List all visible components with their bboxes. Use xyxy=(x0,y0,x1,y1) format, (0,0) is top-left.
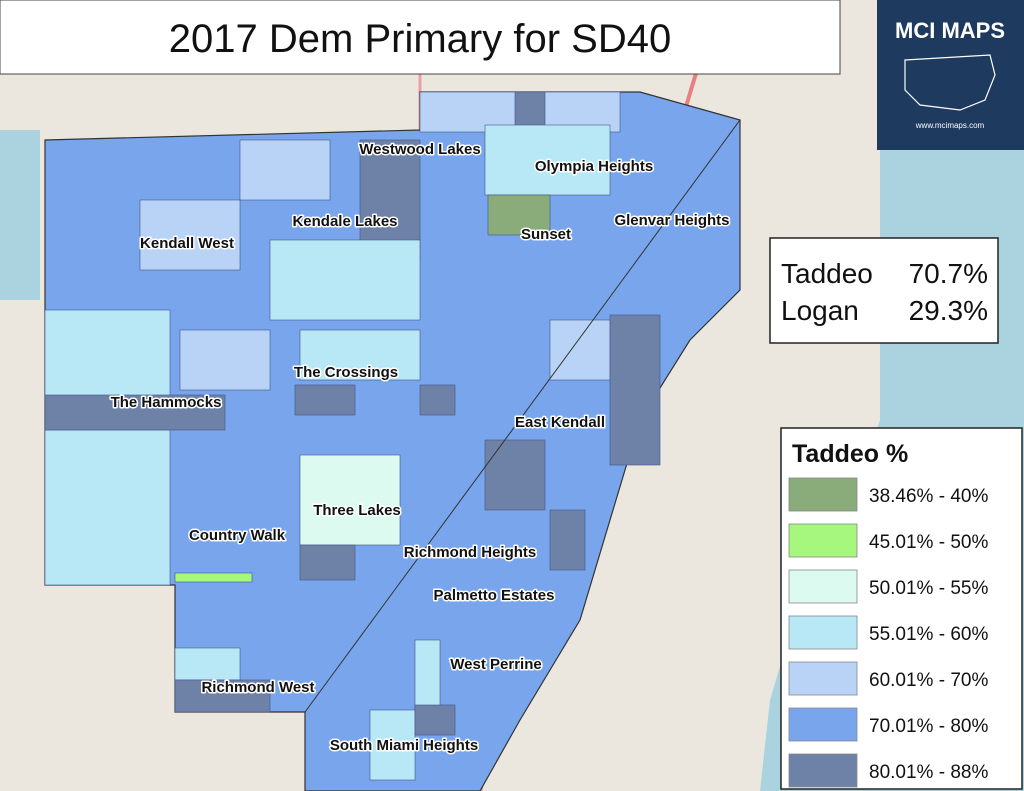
precinct xyxy=(44,309,171,401)
legend-label: 38.46% - 40% xyxy=(869,486,988,507)
precinct xyxy=(549,319,611,381)
title: 2017 Dem Primary for SD40 xyxy=(169,17,671,61)
place-label: South Miami Heights xyxy=(330,737,478,754)
candidate-share: 70.7% xyxy=(909,258,988,289)
precinct xyxy=(419,384,456,416)
precinct xyxy=(484,124,611,196)
precinct xyxy=(44,429,171,586)
place-label: Kendall West xyxy=(140,235,234,252)
legend-label: 70.01% - 80% xyxy=(869,716,988,737)
precinct xyxy=(487,194,551,236)
precinct xyxy=(369,709,416,781)
precinct xyxy=(414,704,456,736)
precinct xyxy=(609,314,661,466)
precinct xyxy=(174,572,253,583)
precinct xyxy=(294,384,356,416)
place-label: The Crossings xyxy=(294,364,398,381)
place-labels: Westwood Lakes Olympia Heights Kendale Lak… xyxy=(109,140,731,756)
logo-icon xyxy=(904,54,996,111)
precinct xyxy=(484,439,546,511)
legend: 38.46% - 40% 45.01% - 50% 50.01% - 55% 55.0… xyxy=(788,477,988,788)
logo-name: MCI MAPS xyxy=(895,18,1005,43)
place-label: Glenvar Heights xyxy=(614,212,729,229)
legend-label: 45.01% - 50% xyxy=(869,532,988,553)
logo-url: www.mcimaps.com xyxy=(915,121,985,130)
legend-title: Taddeo % xyxy=(792,440,908,468)
place-label: The Hammocks xyxy=(111,394,222,411)
logo xyxy=(877,0,1024,150)
legend-swatch xyxy=(788,707,858,742)
precinct xyxy=(299,544,356,581)
place-label: Kendale Lakes xyxy=(292,213,397,230)
legend-label: 50.01% - 55% xyxy=(869,578,988,599)
candidate-share: 29.3% xyxy=(909,295,988,326)
legend-swatch xyxy=(788,615,858,650)
precinct xyxy=(299,329,421,381)
results-box xyxy=(769,237,999,344)
place-label: West Perrine xyxy=(450,656,541,673)
precinct xyxy=(239,139,331,201)
precinct xyxy=(179,329,271,391)
legend-swatch xyxy=(788,477,858,512)
precinct xyxy=(299,454,401,546)
precinct xyxy=(269,239,421,321)
precinct xyxy=(549,509,586,571)
place-label: East Kendall xyxy=(515,414,605,431)
precinct xyxy=(174,647,241,681)
place-label: Sunset xyxy=(521,226,571,243)
place-label: Palmetto Estates xyxy=(434,587,555,604)
legend-swatch xyxy=(788,661,858,696)
candidate-name: Logan xyxy=(781,295,859,326)
candidate-name: Taddeo xyxy=(781,258,873,289)
water xyxy=(0,130,40,300)
legend-swatch xyxy=(788,569,858,604)
results: Taddeo 70.7% Logan 29.3% xyxy=(781,258,988,326)
legend-label: 60.01% - 70% xyxy=(869,670,988,691)
title-box xyxy=(0,0,841,75)
district-line xyxy=(304,119,741,713)
legend-label: 55.01% - 60% xyxy=(869,624,988,645)
place-label: Three Lakes xyxy=(313,502,401,519)
district xyxy=(44,91,741,791)
precinct xyxy=(414,639,441,711)
legend-swatch xyxy=(788,523,858,558)
precinct xyxy=(44,394,226,431)
precinct xyxy=(139,199,241,271)
place-label: Country Walk xyxy=(189,527,286,544)
place-label: Westwood Lakes xyxy=(359,141,480,158)
place-label: Richmond West xyxy=(201,679,314,696)
legend-swatch xyxy=(788,753,858,788)
legend-label: 80.01% - 88% xyxy=(869,762,988,783)
place-label: Richmond Heights xyxy=(404,544,537,561)
precinct xyxy=(174,679,271,713)
place-label: Olympia Heights xyxy=(535,158,653,175)
